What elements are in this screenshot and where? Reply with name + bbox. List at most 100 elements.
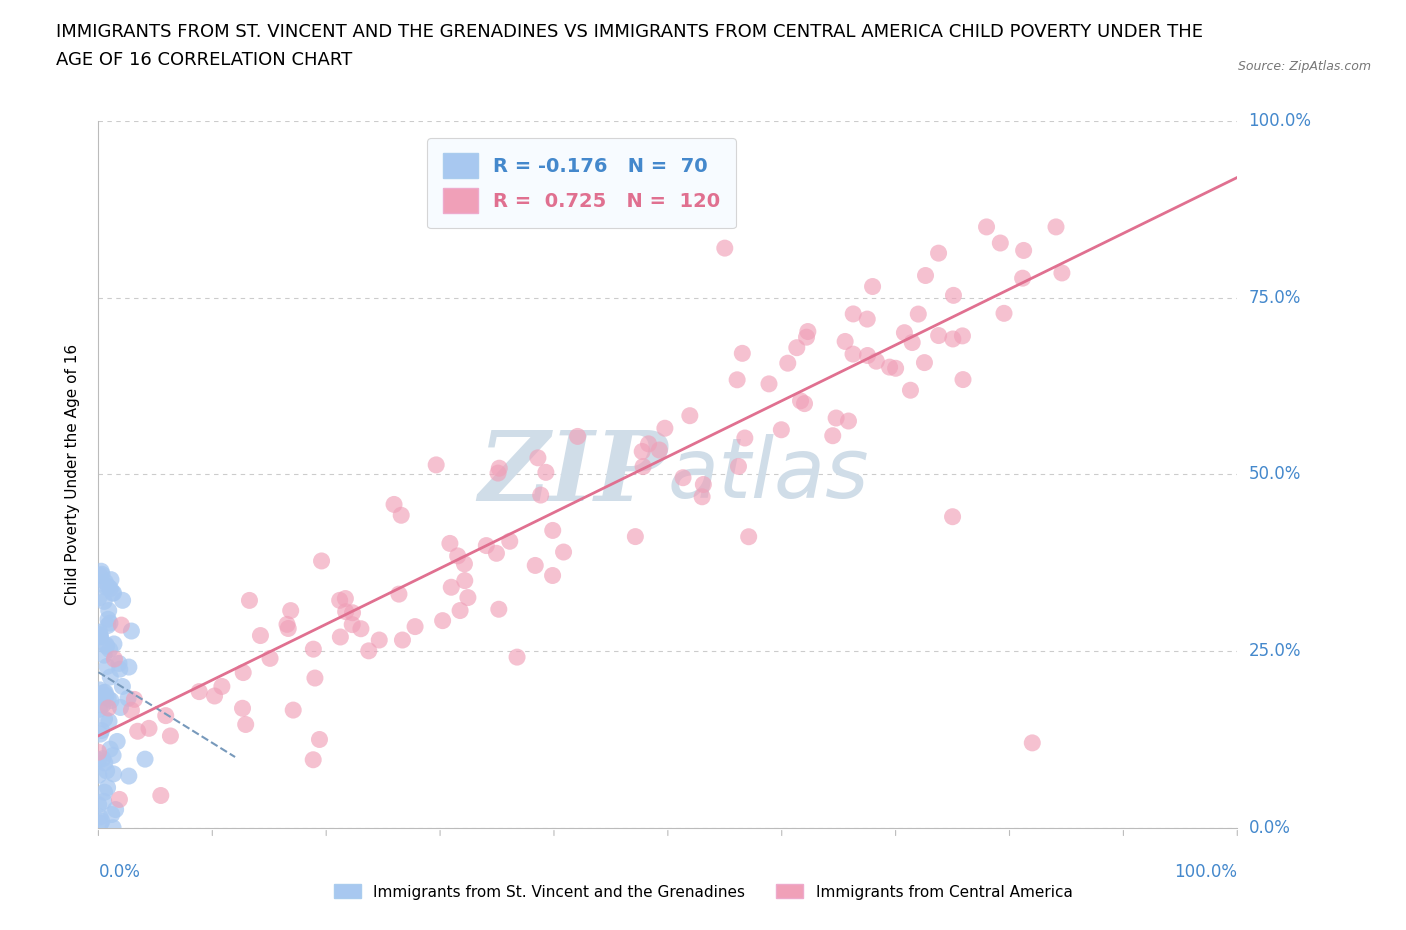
Point <box>631 444 654 458</box>
Point <box>90 814 112 829</box>
Point <box>159 728 181 743</box>
Point <box>149 788 172 803</box>
Point <box>108 656 131 671</box>
Point <box>97 612 120 627</box>
Point <box>624 529 647 544</box>
Point <box>907 307 929 322</box>
Point <box>506 650 529 665</box>
Point <box>692 477 714 492</box>
Point <box>276 617 298 631</box>
Point <box>127 724 149 738</box>
Point <box>93 685 115 700</box>
Point <box>302 752 325 767</box>
Point <box>232 665 254 680</box>
Point <box>865 353 887 368</box>
Point <box>391 632 413 647</box>
Point <box>120 703 142 718</box>
Point <box>786 340 808 355</box>
Point <box>308 732 330 747</box>
Point <box>449 604 471 618</box>
Point <box>93 594 115 609</box>
Point <box>93 648 115 663</box>
Point <box>631 459 654 474</box>
Point <box>1021 736 1043 751</box>
Point <box>727 459 749 474</box>
Point <box>97 700 120 715</box>
Point <box>118 659 141 674</box>
Point <box>100 572 122 587</box>
Point <box>453 556 475 571</box>
Point <box>302 642 325 657</box>
Point <box>382 497 405 512</box>
Point <box>124 692 146 707</box>
Text: atlas: atlas <box>668 433 869 515</box>
Point <box>789 393 811 408</box>
Point <box>87 745 110 760</box>
Point <box>277 621 299 636</box>
Point <box>368 632 391 647</box>
Point <box>98 670 121 684</box>
Point <box>821 429 844 444</box>
Point <box>87 797 110 812</box>
Point <box>654 420 676 435</box>
Point <box>928 328 950 343</box>
Point <box>105 734 128 749</box>
Point <box>527 450 550 465</box>
Point <box>731 346 754 361</box>
Point <box>797 324 820 339</box>
Point <box>97 603 120 618</box>
Point <box>837 414 859 429</box>
Y-axis label: Child Poverty Under the Age of 16: Child Poverty Under the Age of 16 <box>65 344 80 604</box>
Point <box>1050 265 1073 280</box>
Point <box>89 625 111 640</box>
Legend: R = -0.176   N =  70, R =  0.725   N =  120: R = -0.176 N = 70, R = 0.725 N = 120 <box>427 138 735 229</box>
Point <box>231 701 253 716</box>
Point <box>87 768 110 783</box>
Point <box>283 703 305 718</box>
Point <box>98 616 121 631</box>
Point <box>97 780 120 795</box>
Point <box>103 636 125 651</box>
Point <box>110 618 132 632</box>
Point <box>714 241 737 256</box>
Point <box>90 689 112 704</box>
Point <box>976 219 998 234</box>
Point <box>534 465 557 480</box>
Point <box>89 726 111 741</box>
Point <box>101 586 124 601</box>
Point <box>155 708 177 723</box>
Point <box>118 768 141 783</box>
Point <box>96 659 118 674</box>
Point <box>93 711 115 726</box>
Point <box>89 630 111 644</box>
Point <box>389 508 412 523</box>
Point <box>87 591 110 605</box>
Point <box>98 741 121 756</box>
Point <box>475 538 498 553</box>
Point <box>100 693 122 708</box>
Point <box>89 702 111 717</box>
Point <box>952 328 974 343</box>
Point <box>259 651 281 666</box>
Point <box>893 326 915 340</box>
Point <box>91 566 114 581</box>
Point <box>942 510 965 525</box>
Point <box>770 422 793 437</box>
Point <box>856 312 879 326</box>
Point <box>952 372 974 387</box>
Point <box>454 573 477 588</box>
Point <box>249 628 271 643</box>
Point <box>884 361 907 376</box>
Point <box>101 748 124 763</box>
Text: 50.0%: 50.0% <box>1249 465 1301 484</box>
Legend: Immigrants from St. Vincent and the Grenadines, Immigrants from Central America: Immigrants from St. Vincent and the Gren… <box>328 878 1078 906</box>
Point <box>94 684 117 699</box>
Point <box>138 721 160 736</box>
Point <box>488 460 510 475</box>
Point <box>499 534 522 549</box>
Point <box>89 683 111 698</box>
Point <box>758 377 780 392</box>
Point <box>457 591 479 605</box>
Point <box>485 546 508 561</box>
Text: IMMIGRANTS FROM ST. VINCENT AND THE GRENADINES VS IMMIGRANTS FROM CENTRAL AMERIC: IMMIGRANTS FROM ST. VINCENT AND THE GREN… <box>56 23 1204 41</box>
